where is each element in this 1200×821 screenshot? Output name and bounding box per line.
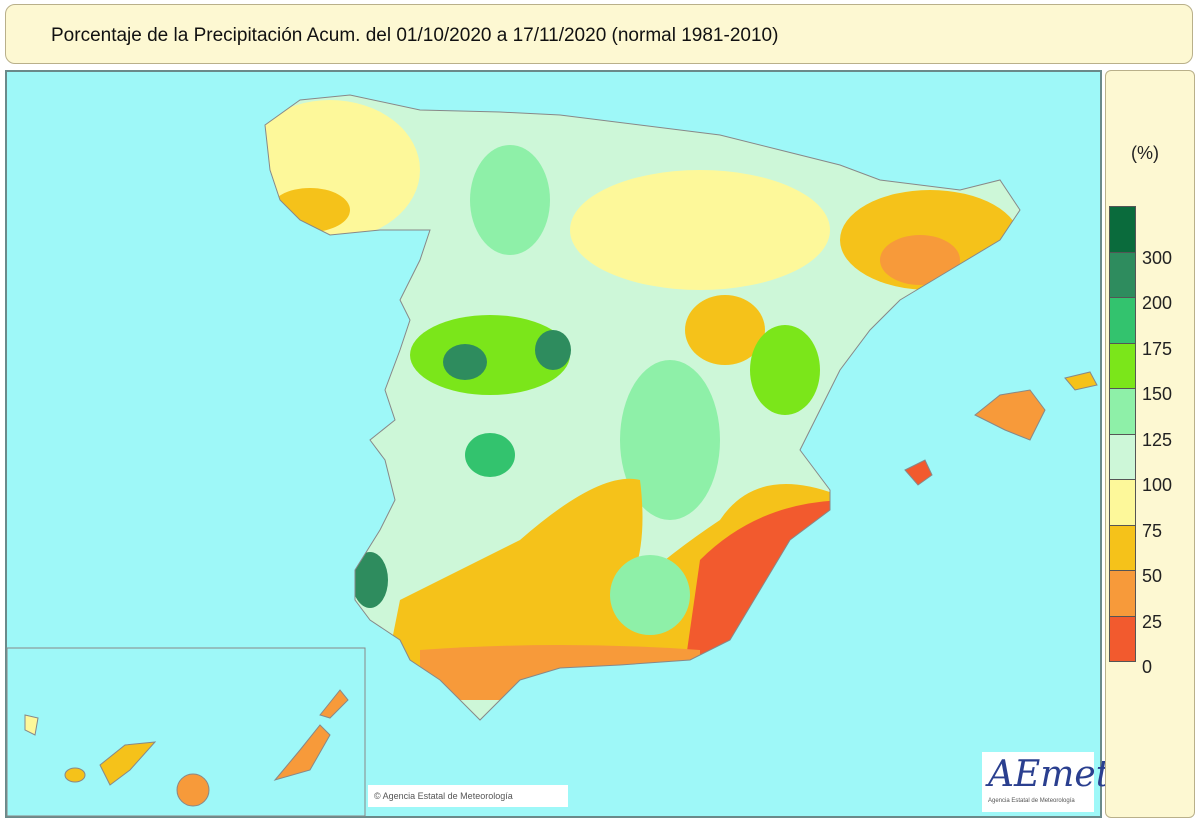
legend-swatch (1109, 524, 1136, 571)
aemet-logo: AEmet Agencia Estatal de Meteorología (982, 752, 1110, 812)
map-title: Porcentaje de la Precipitación Acum. del… (51, 25, 779, 46)
copyright-notice: © Agencia Estatal de Meteorología (368, 785, 568, 807)
canary-islands (24, 689, 349, 807)
legend-swatch (1109, 388, 1136, 435)
logo-text: AEmet (988, 754, 1111, 795)
balearic-islands (904, 371, 1098, 486)
legend-swatch (1109, 251, 1136, 298)
legend-swatch (1109, 297, 1136, 344)
legend-swatch (1109, 433, 1136, 480)
legend-unit: (%) (1131, 143, 1159, 163)
title-box: Porcentaje de la Precipitación Acum. del… (5, 4, 1193, 64)
legend-label: 50 (1142, 566, 1163, 586)
legend-label: 200 (1142, 293, 1173, 313)
legend-swatch (1109, 342, 1136, 389)
legend: (%) 300 200 175 150 125 100 75 50 25 0 (1105, 70, 1195, 818)
legend-label: 300 (1142, 247, 1173, 268)
legend-swatch (1109, 615, 1136, 662)
legend-label: 150 (1142, 384, 1173, 404)
logo-subtitle: Agencia Estatal de Meteorología (988, 798, 1075, 804)
legend-label: 75 (1142, 520, 1163, 541)
legend-swatch (1109, 570, 1136, 617)
legend-label: 25 (1142, 611, 1163, 632)
legend-label: 100 (1142, 475, 1173, 495)
legend-label: 0 (1142, 657, 1153, 677)
legend-label: 175 (1142, 338, 1173, 359)
legend-swatch (1109, 206, 1136, 253)
legend-label: 125 (1142, 429, 1173, 450)
legend-swatch (1109, 479, 1136, 526)
